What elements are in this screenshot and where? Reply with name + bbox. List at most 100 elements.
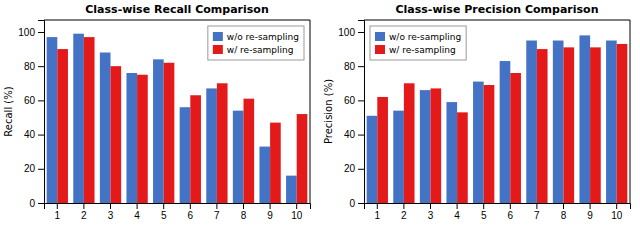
- bar: [137, 75, 148, 203]
- legend-label: w/ re-sampling: [227, 45, 294, 55]
- x-tick: 3: [428, 203, 434, 221]
- x-tick-label: 10: [291, 210, 303, 221]
- legend-label: w/o re-sampling: [389, 32, 461, 42]
- y-tick-mark: [358, 100, 364, 101]
- y-tick-label: 60: [24, 95, 36, 106]
- x-tick-label: 3: [108, 210, 114, 221]
- x-tick-label: 6: [508, 210, 514, 221]
- x-tick-label: 9: [267, 210, 273, 221]
- bar: [47, 37, 58, 203]
- x-tick: 8: [561, 203, 567, 221]
- x-tick-label: 3: [428, 210, 434, 221]
- bar: [377, 97, 388, 203]
- y-tick-label: 20: [24, 163, 36, 174]
- x-tick-label: 1: [375, 210, 381, 221]
- x-axis: 12345678910: [365, 203, 631, 221]
- bar: [73, 34, 84, 203]
- y-tick: 100: [338, 27, 364, 38]
- frame: [44, 20, 310, 21]
- y-tick-label: 40: [24, 129, 36, 140]
- bars: [367, 35, 628, 203]
- bar: [297, 114, 308, 203]
- x-tick-mark: [377, 203, 378, 209]
- x-axis-line: [365, 204, 631, 210]
- y-axis: 0 20 40 60 80 100: [338, 21, 364, 209]
- bar: [84, 37, 95, 203]
- bar: [606, 41, 617, 203]
- bar: [553, 41, 564, 203]
- x-tick-mark: [590, 203, 591, 209]
- x-tick-mark: [110, 203, 111, 209]
- y-axis: 0 20 40 60 80 100: [18, 21, 44, 209]
- legend: w/o re-samplingw/ re-sampling: [370, 26, 466, 60]
- bar: [153, 59, 164, 203]
- x-tick-mark: [536, 203, 537, 209]
- frame: [630, 20, 631, 203]
- x-tick: 7: [534, 203, 540, 221]
- bar: [126, 73, 137, 203]
- y-tick-label: 20: [344, 163, 356, 174]
- x-tick-mark: [563, 203, 564, 209]
- bar: [57, 49, 68, 203]
- x-tick: 5: [161, 203, 167, 221]
- y-tick: 60: [24, 95, 44, 106]
- legend-item: w/o re-sampling: [213, 32, 299, 42]
- y-tick: 60: [344, 95, 364, 106]
- title: Class-wise Recall Comparison: [85, 3, 268, 16]
- x-tick-mark: [296, 203, 297, 209]
- bar: [564, 47, 575, 203]
- x-tick-label: 10: [611, 210, 623, 221]
- x-tick: 1: [55, 203, 61, 221]
- bar-series: [57, 37, 307, 203]
- y-tick-label: 40: [344, 129, 356, 140]
- x-tick-label: 4: [134, 210, 140, 221]
- legend-frame: [208, 26, 304, 60]
- x-tick-mark: [137, 203, 138, 209]
- y-tick-mark: [358, 66, 364, 67]
- bar: [446, 102, 457, 203]
- y-axis-line: [38, 21, 45, 204]
- x-tick: 9: [267, 203, 273, 221]
- bar: [367, 116, 378, 203]
- x-tick-mark: [270, 203, 271, 209]
- x-tick-mark: [483, 203, 484, 209]
- title: Class-wise Precision Comparison: [396, 3, 599, 16]
- bar: [484, 85, 495, 203]
- bar-series: [367, 35, 617, 203]
- y-tick-mark: [38, 203, 44, 204]
- bar: [164, 63, 175, 203]
- legend-swatch: [375, 45, 385, 54]
- y-tick: 0: [349, 198, 364, 209]
- y-tick-label: 0: [29, 198, 35, 209]
- frame: [310, 20, 311, 203]
- y-tick-label: 80: [344, 61, 356, 72]
- x-tick-mark: [57, 203, 58, 209]
- y-tick: 80: [24, 61, 44, 72]
- legend-swatch: [213, 45, 223, 54]
- x-tick-label: 2: [401, 210, 407, 221]
- y-tick-label: 60: [344, 95, 356, 106]
- y-tick-label: 80: [24, 61, 36, 72]
- bar: [393, 111, 404, 203]
- legend-item: w/o re-sampling: [375, 32, 461, 42]
- bar: [270, 123, 281, 203]
- x-tick-mark: [216, 203, 217, 209]
- x-tick-label: 8: [241, 210, 247, 221]
- x-tick-mark: [403, 203, 404, 209]
- bar: [473, 82, 484, 203]
- y-tick-label: 100: [18, 27, 35, 38]
- y-tick-mark: [358, 135, 364, 136]
- x-tick: 4: [454, 203, 460, 221]
- x-tick-label: 7: [534, 210, 540, 221]
- x-tick-label: 8: [561, 210, 567, 221]
- bar: [526, 41, 537, 203]
- x-tick-label: 4: [454, 210, 460, 221]
- x-tick: 10: [611, 203, 623, 221]
- y-tick-label: 100: [338, 27, 355, 38]
- y-tick-mark: [358, 203, 364, 204]
- legend-item: w/ re-sampling: [213, 45, 294, 55]
- y-axis-title: Precision (%): [323, 79, 334, 144]
- bar: [457, 112, 468, 203]
- x-tick-label: 5: [481, 210, 487, 221]
- x-tick-mark: [190, 203, 191, 209]
